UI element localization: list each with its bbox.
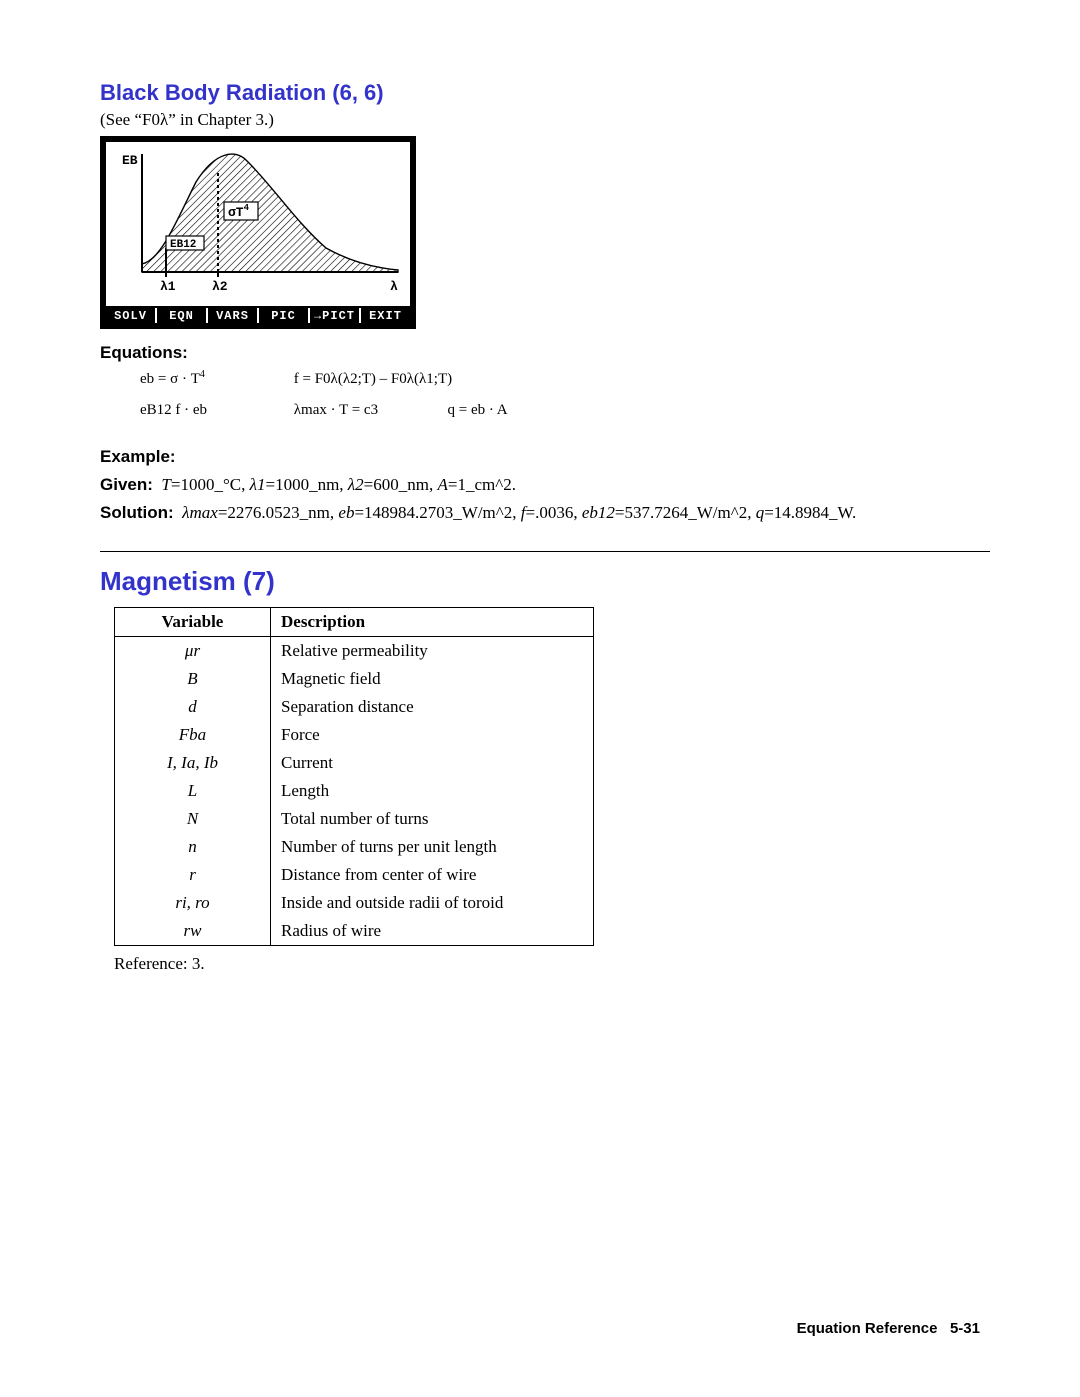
var-symbol: d [115, 693, 271, 721]
calculator-screen: EB σT4 EB12 λ1 λ2 λ SOLV EQN VARS PIC →P… [100, 136, 416, 329]
var-symbol: r [115, 861, 271, 889]
var-symbol: L [115, 777, 271, 805]
given-line: Given: T=1000_°C, λ1=1000_nm, λ2=600_nm,… [100, 475, 990, 495]
lcd-y-label: EB [122, 153, 138, 168]
solution-line: Solution: λmax=2276.0523_nm, eb=148984.2… [100, 503, 990, 523]
col-variable: Variable [115, 608, 271, 637]
table-row: NTotal number of turns [115, 805, 594, 833]
var-symbol: rw [115, 917, 271, 946]
softkey-vars[interactable]: VARS [208, 308, 259, 323]
table-row: nNumber of turns per unit length [115, 833, 594, 861]
eq-eb12: eB12 f · eb [140, 402, 290, 419]
var-symbol: I, Ia, Ib [115, 749, 271, 777]
eq-eb: eb = σ · T4 [140, 369, 290, 388]
var-description: Distance from center of wire [271, 861, 594, 889]
eq-q: q = eb · A [448, 402, 508, 419]
var-symbol: Fba [115, 721, 271, 749]
var-description: Relative permeability [271, 637, 594, 666]
svg-text:λ2: λ2 [212, 279, 228, 294]
var-description: Separation distance [271, 693, 594, 721]
table-row: rDistance from center of wire [115, 861, 594, 889]
section-blackbody-title: Black Body Radiation (6, 6) [100, 80, 990, 106]
lcd-plot-area: EB σT4 EB12 λ1 λ2 λ [106, 142, 410, 306]
eq-f: f = F0λ(λ2;T) – F0λ(λ1;T) [294, 371, 452, 388]
table-row: ri, roInside and outside radii of toroid [115, 889, 594, 917]
svg-text:λ: λ [390, 279, 398, 294]
table-row: dSeparation distance [115, 693, 594, 721]
var-description: Number of turns per unit length [271, 833, 594, 861]
var-description: Length [271, 777, 594, 805]
variable-table: Variable Description μrRelative permeabi… [114, 607, 594, 946]
page-footer: Equation Reference 5-31 [797, 1320, 980, 1337]
table-row: μrRelative permeability [115, 637, 594, 666]
section-magnetism-title: Magnetism (7) [100, 566, 990, 597]
section-divider [100, 551, 990, 552]
var-symbol: N [115, 805, 271, 833]
table-row: LLength [115, 777, 594, 805]
eq-lambdamax: λmax · T = c3 [294, 402, 444, 419]
softkey-eqn[interactable]: EQN [157, 308, 208, 323]
softkey-row: SOLV EQN VARS PIC →PICT EXIT [106, 306, 410, 323]
table-row: FbaForce [115, 721, 594, 749]
svg-text:EB12: EB12 [170, 239, 196, 251]
var-description: Magnetic field [271, 665, 594, 693]
var-symbol: μr [115, 637, 271, 666]
equations-heading: Equations: [100, 343, 990, 363]
softkey-solv[interactable]: SOLV [106, 308, 157, 323]
var-description: Force [271, 721, 594, 749]
chapter-note: (See “F0λ” in Chapter 3.) [100, 110, 990, 130]
col-description: Description [271, 608, 594, 637]
var-symbol: B [115, 665, 271, 693]
table-row: I, Ia, IbCurrent [115, 749, 594, 777]
softkey-exit[interactable]: EXIT [361, 308, 410, 323]
blackbody-curve-svg: EB σT4 EB12 λ1 λ2 λ [106, 142, 410, 306]
var-symbol: ri, ro [115, 889, 271, 917]
softkey-pic[interactable]: PIC [259, 308, 310, 323]
var-description: Radius of wire [271, 917, 594, 946]
table-row: BMagnetic field [115, 665, 594, 693]
example-heading: Example: [100, 447, 990, 467]
var-description: Total number of turns [271, 805, 594, 833]
softkey-topict[interactable]: →PICT [310, 308, 361, 323]
reference-note: Reference: 3. [114, 954, 990, 974]
var-description: Current [271, 749, 594, 777]
var-description: Inside and outside radii of toroid [271, 889, 594, 917]
equations-block: eb = σ · T4 f = F0λ(λ2;T) – F0λ(λ1;T) eB… [140, 369, 990, 419]
var-symbol: n [115, 833, 271, 861]
svg-text:λ1: λ1 [160, 279, 176, 294]
table-row: rwRadius of wire [115, 917, 594, 946]
